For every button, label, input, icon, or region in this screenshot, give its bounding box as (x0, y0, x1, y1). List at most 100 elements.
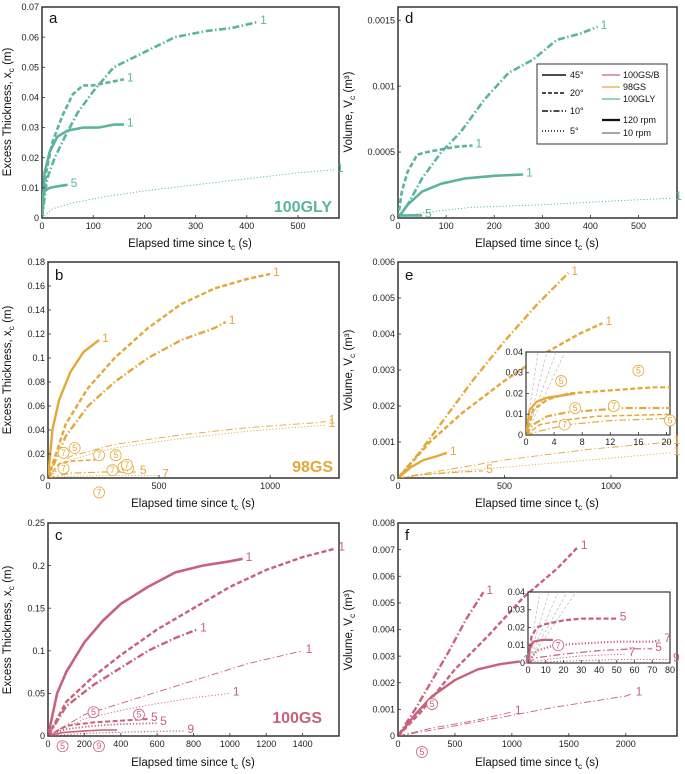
panel-b-ylabel-main: Excess Thickness, x (2, 330, 14, 434)
panel-e-xlabel-unit: (s) (582, 498, 599, 510)
panel-b-series-6-end-label: 5 (140, 463, 147, 477)
panel-e-series-1-end-label: 1 (605, 314, 612, 328)
panel-c-xtick-label-4: 800 (186, 739, 201, 749)
panel-a-xlabel: Elapsed time since tc (s) (128, 238, 252, 252)
legend-98gs-text: 98GS (623, 82, 646, 92)
legend-10-text: 10° (570, 106, 584, 116)
panel-c-xtick-label-2: 400 (113, 739, 128, 749)
panel-b-marker-text-7: 7 (124, 460, 129, 470)
panel-b-series-2 (48, 320, 227, 478)
panel-f-xtick-label-0: 0 (395, 739, 400, 749)
panel-f-inset-ytick-label-0: 0 (520, 658, 525, 668)
panel-c-marker-circle-3 (93, 740, 105, 753)
panel-f-ticks: 0 500 1000 1500 200000.0010.0020.0030.0040.0… (372, 518, 635, 749)
legend: 45° 20° 10° 5° 100GS/B 98GS 100GLY 120 r… (536, 63, 668, 145)
panel-b-series-4 (48, 424, 326, 478)
panel-a-series: 1 1 1 5 1 (42, 13, 344, 218)
panel-d-series-0 (398, 25, 599, 218)
panel-e-inset-ytick-label-3: 0.03 (505, 368, 523, 378)
panel-f-inset-xtick-label-1: 10 (541, 665, 551, 675)
panel-f-marker-text-0: 5 (430, 699, 435, 709)
panel-b-marker-circle-0 (57, 446, 70, 459)
panel-e-xlabel-main: Elapsed time since t (475, 498, 579, 510)
panel-c-xlabel-main: Elapsed time since t (131, 757, 235, 769)
panel-f-inset-ticks: 0 10 20 30 40 50 60 70 80 0 0.01 0.02 0.03 0.04 (507, 587, 675, 675)
panel-f-inset-marker-text-0: 7 (556, 640, 561, 650)
panel-c-series-5-end-label: 5 (151, 710, 158, 724)
panel-d-series: 1 1 1 5 1 (398, 18, 682, 220)
panel-f-xtick-label-1: 500 (447, 739, 462, 749)
panel-b-marker-circle-1 (68, 442, 81, 454)
panel-d-ylabel-unit: (m³) (343, 71, 355, 95)
panel-c-ytick-label-1: 0.05 (27, 689, 45, 699)
panel-a-xlabel-main: Elapsed time since t (128, 238, 232, 250)
panel-f-inset-marker-circle-0 (552, 639, 565, 652)
panel-f-series-3 (398, 692, 633, 736)
panel-e-ylabel-sub: c (347, 353, 357, 358)
panel-c-ylabel-sub: c (6, 585, 16, 590)
panel-f-inset-xtick-label-3: 30 (576, 665, 586, 675)
panel-e-inset-marker-circle-1 (555, 375, 568, 387)
panel-c-lines (48, 547, 336, 736)
panel-f-ylabel-main: Volume, V (343, 618, 355, 671)
panel-a-xlabel-sub: c (231, 242, 236, 252)
panel-f-inset-series-2-end-label: 5 (655, 640, 662, 654)
panel-f-ylabel-unit: (m³) (343, 589, 355, 613)
panel-f-label: f (405, 527, 410, 544)
panel-e-series-1 (398, 322, 604, 478)
panel-a-series-2 (42, 123, 124, 218)
panel-f-inset-xtick-label-4: 40 (594, 665, 604, 675)
panel-c-xlabel-unit: (s) (238, 757, 255, 769)
legend-5-text: 5° (570, 126, 579, 136)
panel-c-marker-text-0: 5 (91, 707, 96, 717)
panel-e-ytick-label-4: 0.004 (372, 329, 395, 339)
panel-e-inset-marker-circle-3 (569, 402, 582, 414)
panel-f-ytick-label-2: 0.002 (372, 678, 395, 688)
panel-d-ylabel-sub: c (347, 95, 357, 100)
panel-a-xtick-label-5: 500 (291, 221, 306, 231)
panel-b-series-7-end-label: 7 (162, 467, 169, 481)
panel-f-xlabel-main: Elapsed time since t (475, 757, 579, 769)
panel-f-inset-ytick-label-1: 0.01 (507, 640, 525, 650)
panel-e-series-2 (398, 451, 448, 478)
panel-b-ticks: 0 500 1000 0 0.02 0.04 0.06 0.08 0.1 0.12 0.14 0.16… (27, 257, 280, 491)
panel-f-inset-grey-line-2 (527, 591, 559, 664)
panel-d-xtick-label-3: 300 (535, 221, 550, 231)
panel-c-label: c (55, 527, 63, 544)
panel-a-series-1 (42, 78, 125, 218)
panel-e-ytick-label-0: 0 (390, 473, 395, 483)
panel-f-ytick-label-7: 0.007 (372, 545, 395, 555)
panel-c-xtick-label-1: 200 (77, 739, 92, 749)
panel-b-marker-text-4: 7 (61, 463, 66, 473)
panel-a-series-0-end-label: 1 (260, 13, 267, 27)
panel-f-series-2-end-label: 1 (523, 652, 530, 666)
panel-d-series-4 (398, 197, 673, 218)
panel-b-ytick-label-7: 0.14 (27, 305, 45, 315)
panel-b-ytick-label-8: 0.16 (27, 281, 45, 291)
panel-c-xtick-label-3: 600 (150, 739, 165, 749)
legend-120rpm-text: 120 rpm (623, 115, 656, 125)
panel-b-ylabel-unit: (m) (2, 306, 14, 327)
panel-c-series-6-end-label: 5 (160, 714, 167, 728)
panel-f-series-0-end-label: 1 (581, 538, 588, 552)
panel-e-inset-marker-text-4: 5 (667, 415, 672, 425)
panel-c-ytick-label-4: 0.2 (32, 561, 45, 571)
panel-f-ytick-label-0: 0 (390, 731, 395, 741)
panel-e-series-5-end-label: 1 (674, 444, 681, 458)
panel-e-series-3-end-label: 5 (486, 462, 493, 476)
panel-e-ytick-label-3: 0.003 (372, 365, 395, 375)
panel-d-series-3-end-label: 5 (425, 206, 432, 220)
panel-f-inset-ytick-label-2: 0.02 (507, 622, 525, 632)
panel-a-material-label: 100GLY (274, 199, 332, 216)
panel-c-series-5 (48, 718, 149, 736)
panel-a-ytick-label-7: 0.07 (21, 2, 39, 12)
panel-b-ytick-label-6: 0.12 (27, 329, 45, 339)
panel-d-ytick-label-3: 0.0015 (367, 15, 395, 25)
panel-a-series-3 (42, 183, 68, 195)
panel-d-ticks: 0 100 200 300 400 500 0 0.0005 0.001 0.0015 (367, 15, 646, 231)
panel-f-xtick-label-3: 1500 (559, 739, 579, 749)
